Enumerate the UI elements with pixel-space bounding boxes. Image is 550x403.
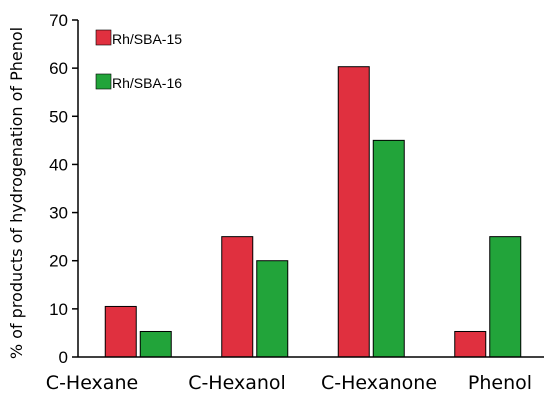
legend-label: Rh/SBA-16	[112, 75, 182, 91]
legend-swatch	[95, 73, 112, 90]
bar-c-hexane-rh-sba-15	[104, 305, 137, 358]
bar-c-hexanone-rh-sba-15	[337, 66, 370, 358]
legend: Rh/SBA-15 Rh/SBA-16	[95, 29, 182, 91]
y-tick-label: 60	[49, 59, 68, 78]
bar-phenol-rh-sba-16	[489, 236, 522, 358]
category-labels: C-Hexane C-Hexanol C-Hexanone Phenol	[46, 372, 532, 394]
x-category-label: C-Hexanol	[188, 372, 286, 394]
y-tick-label: 10	[49, 300, 68, 319]
legend-label: Rh/SBA-15	[112, 31, 182, 47]
bar-c-hexanol-rh-sba-15	[221, 236, 254, 358]
y-axis-ticks: 0 10 20 30 40 50 60 70	[49, 11, 78, 367]
y-axis-title-group: % of products of hydrogenation of Phenol	[7, 27, 26, 359]
y-tick-label: 50	[49, 107, 68, 126]
y-axis-title: % of products of hydrogenation of Phenol	[7, 27, 26, 359]
x-category-label: Phenol	[468, 372, 532, 394]
x-category-label: C-Hexane	[46, 372, 138, 394]
y-tick-label: 0	[59, 348, 68, 367]
axes	[77, 20, 544, 358]
legend-swatch	[95, 29, 112, 46]
bar-phenol-rh-sba-15	[454, 330, 487, 358]
x-category-label: C-Hexanone	[321, 372, 437, 394]
y-tick-label: 30	[49, 204, 68, 223]
y-tick-label: 70	[49, 11, 68, 30]
bar-c-hexanol-rh-sba-16	[256, 260, 289, 358]
y-tick-label: 40	[49, 155, 68, 174]
bar-c-hexane-rh-sba-16	[139, 330, 172, 358]
y-tick-label: 20	[49, 252, 68, 271]
bar-c-hexanone-rh-sba-16	[372, 139, 405, 358]
bars	[104, 66, 522, 358]
